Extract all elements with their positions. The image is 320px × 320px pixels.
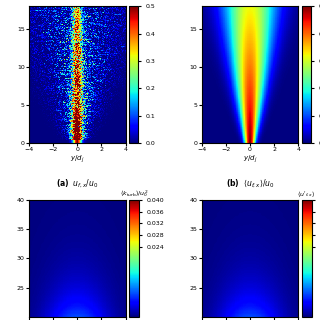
Text: $\mathbf{(b)}$  $\langle u_{f,x}\rangle/u_0$: $\mathbf{(b)}$ $\langle u_{f,x}\rangle/u… — [226, 178, 274, 190]
Title: $\langle u'_{f,x}\rangle$: $\langle u'_{f,x}\rangle$ — [298, 189, 316, 199]
X-axis label: $y/d_j$: $y/d_j$ — [70, 153, 84, 165]
Text: $\mathbf{(a)}$  $u_{f,x}/u_0$: $\mathbf{(a)}$ $u_{f,x}/u_0$ — [56, 178, 98, 190]
X-axis label: $y/d_j$: $y/d_j$ — [243, 153, 257, 165]
Title: $\langle k_\mathrm{turb}\rangle/u_0^2$: $\langle k_\mathrm{turb}\rangle/u_0^2$ — [120, 188, 148, 199]
